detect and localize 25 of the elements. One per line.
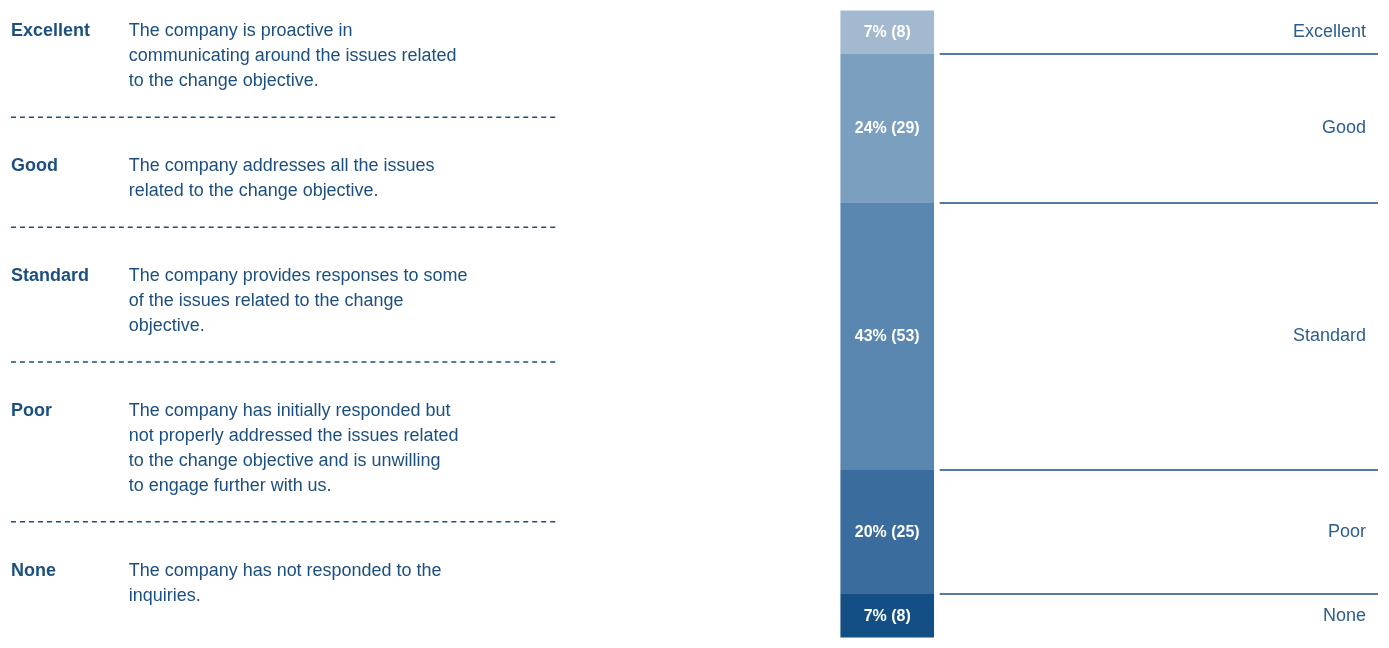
bar	[840, 202, 935, 470]
data-label: 20% (25)	[854, 522, 920, 540]
text: None	[1323, 604, 1367, 625]
bar	[840, 469, 935, 595]
text: Good	[10, 155, 58, 176]
text: Poor	[10, 399, 52, 420]
text: None	[10, 559, 56, 580]
data-label: 7% (8)	[863, 606, 911, 624]
text: Excellent	[10, 20, 90, 41]
text: Excellent	[1293, 21, 1367, 42]
data-label: 24% (29)	[854, 119, 920, 137]
text: Poor	[1328, 520, 1367, 541]
text: The company has initially responded but not properly addressed the issues related to the change objective and is unwilling to engage further with us.	[128, 399, 459, 495]
data-label: 7% (8)	[863, 23, 911, 41]
bar	[840, 594, 935, 638]
data-label: 43% (53)	[854, 327, 920, 345]
text: Standard	[10, 265, 89, 286]
text: The company provides responses to some of the issues related to the change objective.	[128, 265, 468, 335]
text: Standard	[1293, 325, 1367, 346]
text: Good	[1322, 117, 1367, 138]
text: The company is proactive in communicating around the issues related to the change objective.	[128, 20, 457, 91]
bar	[840, 53, 935, 203]
text: The company has not responded to the inquiries.	[128, 559, 442, 605]
bar	[840, 10, 935, 54]
text: The company addresses all the issues related to the change objective.	[128, 155, 435, 201]
